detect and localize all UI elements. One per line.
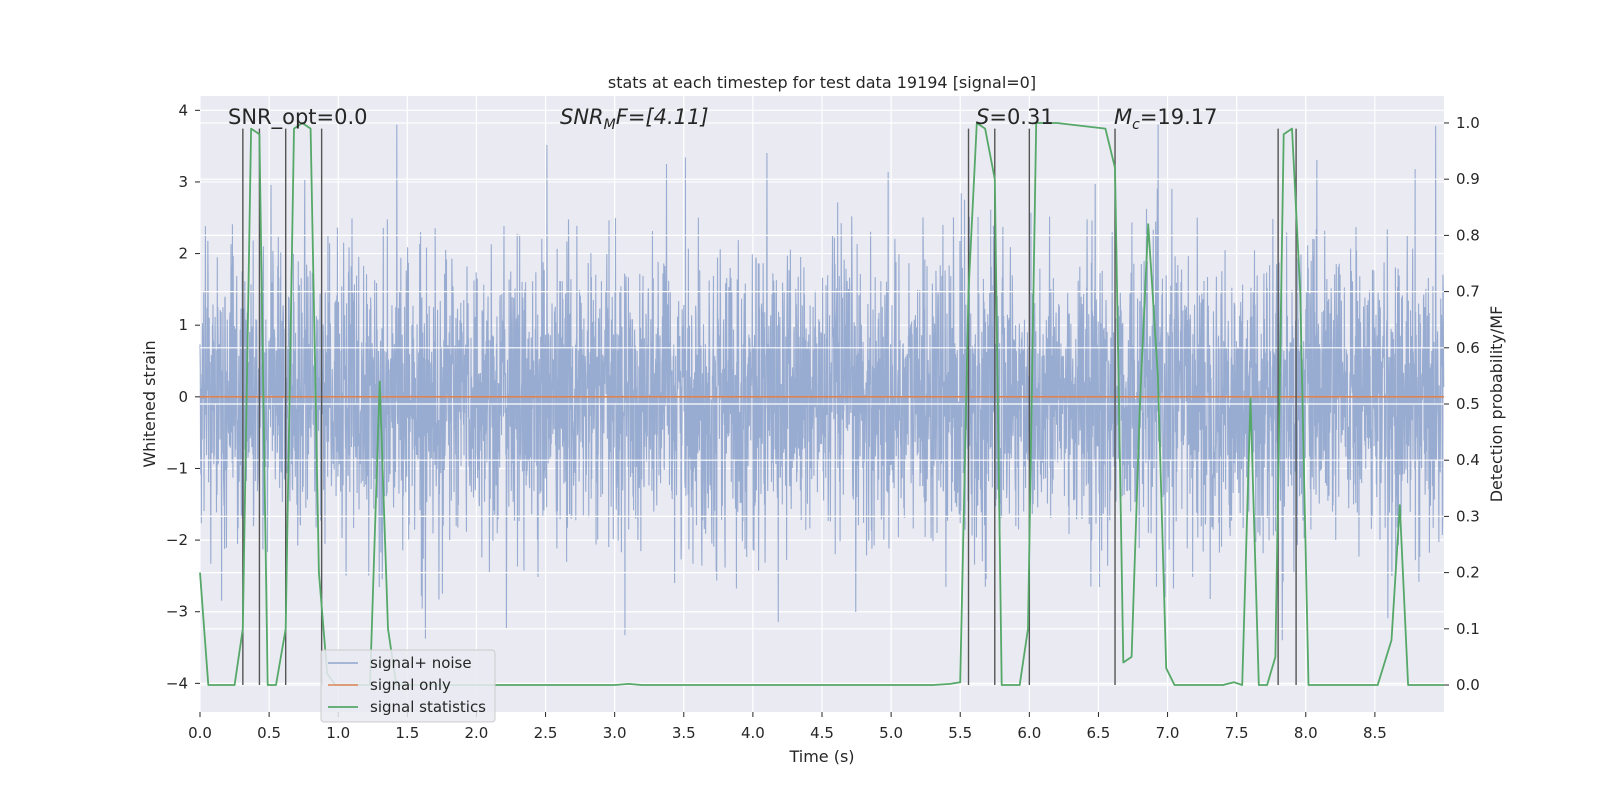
x-tick-label: 8.0 [1294, 724, 1318, 742]
x-tick-label: 4.0 [741, 724, 765, 742]
x-tick-label: 0.0 [188, 724, 212, 742]
y-left-tick-label: 4 [178, 101, 188, 119]
x-tick-label: 3.5 [672, 724, 696, 742]
y-left-tick-label: 1 [178, 316, 188, 334]
snr-mf-rest: F=[4.11] [616, 105, 709, 129]
legend-label-noise: signal+ noise [370, 654, 472, 672]
mc-symbol: M [1114, 105, 1132, 129]
y-left-tick-label: 2 [178, 245, 188, 263]
x-tick-label: 6.5 [1087, 724, 1111, 742]
y-left-tick-label: −4 [166, 674, 188, 692]
y-right-tick-label: 1.0 [1456, 114, 1480, 132]
annotation-s: S=0.31 [976, 105, 1054, 129]
y-right-tick-label: 0.3 [1456, 507, 1480, 525]
y-right-tick-label: 0.4 [1456, 451, 1480, 469]
x-tick-label: 4.5 [810, 724, 834, 742]
y-left-tick-label: 3 [178, 173, 188, 191]
annotation-snr-opt: SNR_opt=0.0 [228, 105, 368, 130]
x-axis-label: Time (s) [788, 747, 854, 766]
signal-statistics-line [199, 122, 1444, 686]
x-tick-label: 1.0 [326, 724, 350, 742]
annotation-snr-mf: SNRMF=[4.11] [560, 105, 709, 133]
y-right-tick-label: 0.0 [1456, 676, 1480, 694]
y-left-tick-label: 0 [178, 388, 188, 406]
annotation-mc: Mc=19.17 [1114, 105, 1218, 133]
y-right-tick-label: 0.9 [1456, 170, 1480, 188]
s-value: =0.31 [989, 105, 1053, 129]
y-right-tick-label: 0.1 [1456, 620, 1480, 638]
legend-label-signal: signal only [370, 676, 451, 694]
x-tick-label: 8.5 [1363, 724, 1387, 742]
s-symbol: S [976, 105, 989, 129]
y-right-tick-label: 0.6 [1456, 339, 1480, 357]
y-right-tick-labels: 1.0 0.9 0.8 0.7 0.6 0.5 0.4 0.3 0.2 0.1 0.0 [1444, 114, 1480, 694]
y-right-tick-label: 0.5 [1456, 395, 1480, 413]
y-left-tick-label: −3 [166, 603, 188, 621]
snr-mf-symbol: SNR [560, 105, 604, 129]
y-left-tick-labels: 4 3 2 1 0 −1 −2 −3 −4 [166, 101, 200, 692]
snr-mf-subscript: M [604, 117, 616, 133]
mc-value: =19.17 [1140, 105, 1218, 129]
y-right-tick-label: 0.7 [1456, 283, 1480, 301]
chart-title: stats at each timestep for test data 191… [608, 73, 1036, 92]
legend-box [320, 649, 496, 723]
x-tick-labels: 0.0 0.5 1.0 1.5 2.0 2.5 3.0 3.5 4.0 4.5 5.0 5.5 6.0 6… [188, 712, 1387, 742]
x-tick-label: 7.5 [1225, 724, 1249, 742]
mc-subscript: c [1132, 117, 1140, 133]
x-tick-label: 0.5 [257, 724, 281, 742]
y-right-tick-label: 0.8 [1456, 226, 1480, 244]
x-tick-label: 5.0 [879, 724, 903, 742]
x-tick-label: 2.0 [465, 724, 489, 742]
legend-label-stats: signal statistics [370, 698, 486, 716]
x-tick-label: 6.0 [1017, 724, 1041, 742]
x-tick-label: 3.0 [603, 724, 627, 742]
y-right-tick-label: 0.2 [1456, 564, 1480, 582]
y-axis-label-right: Detection probability/MF [1487, 306, 1506, 503]
x-tick-label: 5.5 [948, 724, 972, 742]
legend: signal+ noise signal only signal statist… [320, 649, 496, 723]
y-axis-label-left: Whitened strain [140, 340, 159, 467]
x-tick-label: 7.0 [1156, 724, 1180, 742]
y-left-tick-label: −1 [166, 459, 188, 477]
x-tick-label: 1.5 [395, 724, 419, 742]
x-tick-label: 2.5 [534, 724, 558, 742]
y-left-tick-label: −2 [166, 531, 188, 549]
